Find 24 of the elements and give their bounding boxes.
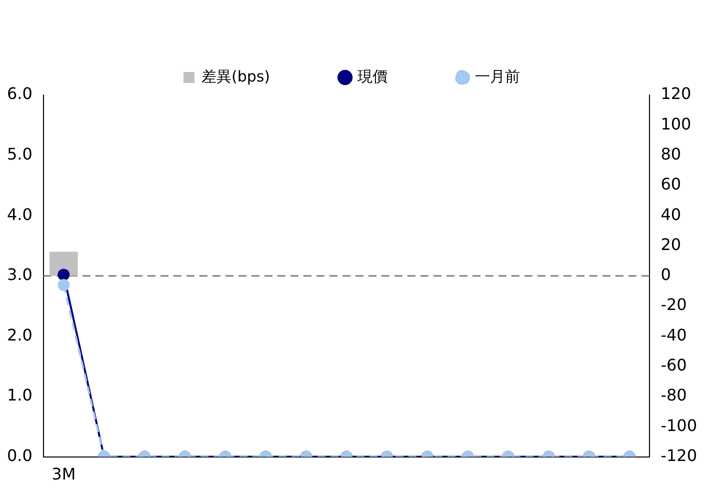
y2-tick-label: -60 xyxy=(660,356,687,375)
y-tick-label: 4.0 xyxy=(6,204,32,224)
legend-label: 一月前 xyxy=(475,67,520,86)
y2-tick-label: 100 xyxy=(660,114,692,134)
legend-label: 現價 xyxy=(358,67,388,86)
y2-tick-label: -80 xyxy=(660,386,687,405)
y-tick-label: 5.0 xyxy=(6,144,32,164)
y2-tick-label: 120 xyxy=(660,84,692,104)
y2-tick-label: -20 xyxy=(660,295,687,314)
y-tick-label: 1.0 xyxy=(6,386,32,405)
y2-tick-label: 40 xyxy=(660,204,682,224)
y-tick-label: 6.0 xyxy=(6,84,32,104)
y-tick-label: 0.0 xyxy=(6,446,32,465)
legend-label: 差異(bps) xyxy=(201,67,270,86)
y2-tick-label: -120 xyxy=(660,446,697,465)
y-tick-label: 3.0 xyxy=(6,265,32,284)
y2-tick-label: 80 xyxy=(660,144,682,164)
y2-tick-label: -100 xyxy=(660,416,697,435)
y2-tick-label: 20 xyxy=(660,234,682,254)
x-tick-label: 3M xyxy=(52,464,76,484)
y2-tick-label: 0 xyxy=(660,265,671,284)
y2-tick-label: -40 xyxy=(660,325,687,344)
y-tick-label: 2.0 xyxy=(6,325,32,344)
y2-tick-label: 60 xyxy=(660,174,682,194)
